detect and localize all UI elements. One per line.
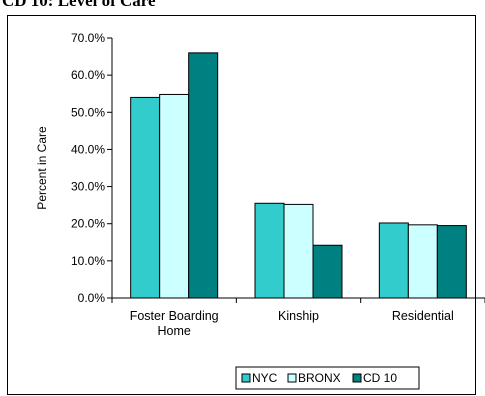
y-tick-label: 70.0% (71, 31, 105, 45)
legend-box (235, 366, 420, 390)
y-axis-ticks: 0.0% 10.0% 20.0% 30.0% 40.0% 50.0% 60.0% 70.0% (71, 31, 112, 305)
x-category-label: Foster Boarding (130, 309, 219, 323)
y-tick-label: 30.0% (71, 180, 105, 194)
legend-swatch (241, 373, 251, 383)
y-tick-label: 60.0% (71, 68, 105, 82)
bar-cd-10 (188, 52, 219, 299)
legend-label: BRONX (298, 371, 341, 385)
legend-label: NYC (252, 371, 278, 385)
bars (130, 52, 467, 299)
bar-nyc (254, 202, 285, 299)
legend-label: CD 10 (363, 371, 397, 385)
legend: NYC BRONX CD 10 (235, 366, 420, 390)
y-axis-title: Percent in Care (35, 126, 49, 210)
bar-bronx (407, 224, 438, 299)
x-category-label: Kinship (278, 309, 319, 323)
bar-cd-10 (436, 225, 467, 299)
y-tick-label: 40.0% (71, 142, 105, 156)
bar-nyc (378, 222, 409, 299)
x-category-label: Residential (392, 309, 454, 323)
y-tick-label: 50.0% (71, 105, 105, 119)
bar-bronx (283, 203, 314, 299)
page-title: CD 10: Level of Care (2, 0, 156, 10)
bar-nyc (130, 96, 161, 299)
bar-cd-10 (312, 244, 343, 299)
chart-frame (7, 15, 476, 395)
bar-bronx (159, 93, 190, 299)
legend-swatch (352, 373, 362, 383)
x-category-label: Home (157, 324, 190, 338)
y-tick-label: 10.0% (71, 254, 105, 268)
y-tick-label: 0.0% (78, 291, 106, 305)
y-tick-label: 20.0% (71, 217, 105, 231)
legend-swatch (287, 373, 297, 383)
